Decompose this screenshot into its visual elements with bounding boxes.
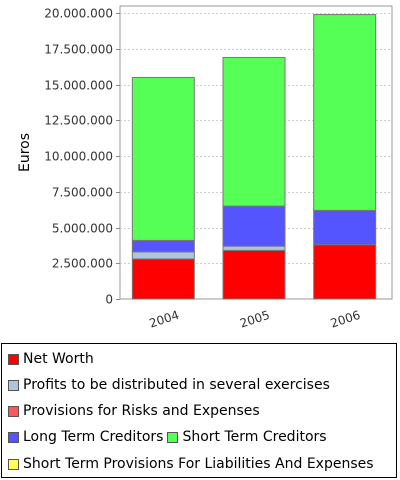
y-tick-label: 12.500.000	[44, 114, 113, 128]
legend-row: Profits to be distributed in several exe…	[8, 376, 334, 394]
y-axis-label: Euros	[17, 133, 33, 172]
y-tick-label: 7.500.000	[52, 186, 113, 200]
legend-swatch	[8, 458, 19, 470]
legend-item: Long Term Creditors	[8, 429, 163, 445]
legend-label: Long Term Creditors	[23, 429, 164, 445]
legend-label: Net Worth	[23, 351, 94, 367]
y-tick-label: 10.000.000	[44, 150, 113, 164]
legend-item: Provisions for Risks and Expenses	[8, 403, 260, 419]
bar-segment	[222, 249, 286, 300]
chart-legend: Net Worth Profits to be distributed in se…	[1, 343, 397, 478]
legend-row: Short Term Provisions For Liabilities An…	[8, 455, 378, 473]
legend-swatch	[167, 431, 179, 443]
legend-swatch	[8, 353, 19, 365]
legend-item: Profits to be distributed in several exe…	[8, 377, 330, 393]
legend-row: Long Term Creditors Short Term Creditors	[8, 428, 331, 446]
y-tick-label: 20.000.000	[44, 7, 113, 21]
bar-segment	[313, 14, 377, 211]
legend-swatch	[8, 431, 19, 443]
bar-segment	[131, 258, 195, 300]
x-tick-label: 2005	[238, 308, 271, 331]
bar-segment	[313, 209, 377, 246]
bar-segment	[131, 251, 195, 260]
legend-label: Short Term Creditors	[182, 429, 327, 445]
bar-segment	[222, 245, 286, 251]
legend-swatch	[8, 405, 19, 417]
y-tick-label: 2.500.000	[52, 257, 113, 271]
stacked-bar-chart: 0 2.500.000 5.000.000 7.500.000 10.000.000 12…	[17, 5, 393, 331]
legend-row: Net Worth	[8, 350, 98, 368]
legend-swatch	[8, 379, 19, 391]
x-tick-label: 2006	[329, 308, 362, 331]
legend-item: Short Term Provisions For Liabilities An…	[8, 456, 374, 472]
y-tick-label: 17.500.000	[44, 43, 113, 57]
bar-segment	[131, 239, 195, 253]
legend-label: Short Term Provisions For Liabilities An…	[23, 456, 374, 472]
bar-segment	[222, 205, 286, 247]
y-tick-label: 15.000.000	[44, 79, 113, 93]
legend-item: Short Term Creditors	[167, 429, 327, 445]
bar-segment	[222, 56, 286, 207]
bar-segment	[313, 244, 377, 300]
legend-label: Profits to be distributed in several exe…	[23, 377, 330, 393]
legend-row: Provisions for Risks and Expenses	[8, 402, 264, 420]
y-tick-label: 5.000.000	[52, 222, 113, 236]
y-tick-label: 0	[105, 293, 113, 307]
bar-segment	[131, 76, 195, 241]
legend-label: Provisions for Risks and Expenses	[23, 403, 260, 419]
legend-item: Net Worth	[8, 351, 94, 367]
x-tick-label: 2004	[147, 308, 180, 331]
chart-area: 0 2.500.000 5.000.000 7.500.000 10.000.000 12…	[17, 5, 393, 331]
